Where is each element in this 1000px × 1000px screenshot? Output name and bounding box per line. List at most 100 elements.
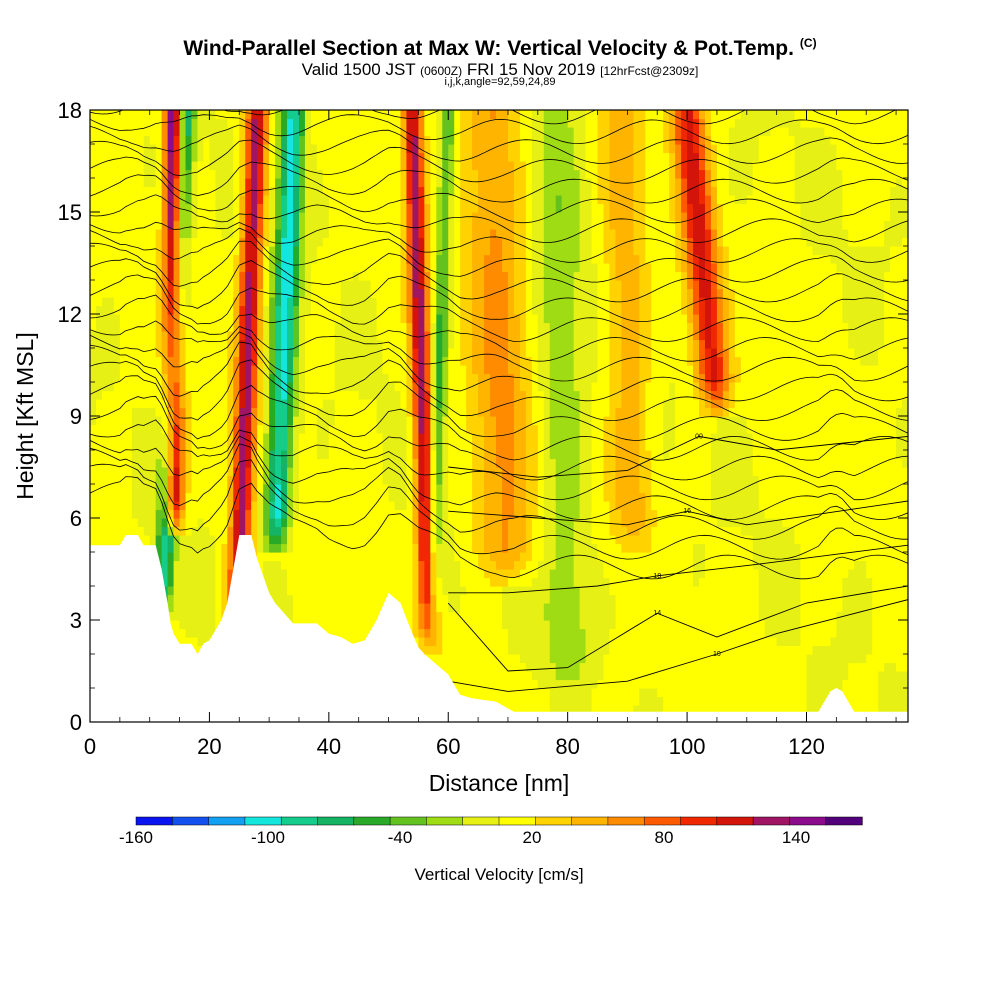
velocity-cell xyxy=(257,407,264,417)
velocity-cell xyxy=(478,671,485,681)
velocity-cell xyxy=(95,186,103,196)
velocity-cell xyxy=(478,331,485,341)
velocity-cell xyxy=(90,203,97,213)
velocity-cell xyxy=(227,178,234,188)
velocity-cell xyxy=(328,399,336,409)
velocity-cell xyxy=(113,288,121,298)
velocity-cell xyxy=(143,501,151,511)
velocity-cell xyxy=(466,611,473,621)
velocity-cell xyxy=(460,620,467,630)
velocity-cell xyxy=(298,237,306,247)
velocity-cell xyxy=(418,628,425,638)
velocity-cell xyxy=(209,212,216,222)
velocity-cell xyxy=(239,458,246,468)
velocity-cell xyxy=(484,373,491,383)
velocity-cell xyxy=(161,229,169,239)
velocity-cell xyxy=(90,110,97,120)
velocity-cell xyxy=(478,654,485,664)
velocity-cell xyxy=(430,560,437,570)
velocity-cell xyxy=(478,110,485,120)
velocity-cell xyxy=(233,135,240,145)
velocity-cell xyxy=(496,314,503,324)
velocity-cell xyxy=(448,611,455,621)
velocity-cell xyxy=(251,416,258,426)
velocity-cell xyxy=(472,399,479,409)
velocity-cell xyxy=(442,229,449,239)
velocity-cell xyxy=(442,467,449,477)
velocity-cell xyxy=(275,475,282,485)
velocity-cell xyxy=(430,501,437,511)
velocity-cell xyxy=(113,178,121,188)
velocity-cell xyxy=(95,331,103,341)
velocity-cell xyxy=(501,671,509,681)
velocity-cell xyxy=(484,161,491,171)
velocity-cell xyxy=(376,458,384,468)
velocity-cell xyxy=(400,424,408,434)
velocity-cell xyxy=(436,569,443,579)
velocity-cell xyxy=(352,178,360,188)
velocity-cell xyxy=(490,339,497,349)
velocity-cell xyxy=(215,161,222,171)
velocity-cell xyxy=(442,331,449,341)
velocity-cell xyxy=(275,118,282,128)
velocity-cell xyxy=(119,178,127,188)
velocity-cell xyxy=(340,220,348,230)
velocity-cell xyxy=(310,331,318,341)
velocity-cell xyxy=(501,586,509,596)
velocity-cell xyxy=(484,339,491,349)
velocity-cell xyxy=(484,280,491,290)
velocity-cell xyxy=(346,620,354,630)
velocity-cell xyxy=(191,475,199,485)
velocity-cell xyxy=(125,161,133,171)
velocity-cell xyxy=(227,577,234,587)
velocity-cell xyxy=(149,110,157,120)
velocity-cell xyxy=(155,297,163,307)
velocity-cell xyxy=(185,305,193,315)
velocity-cell xyxy=(442,152,449,162)
velocity-cell xyxy=(478,263,485,273)
velocity-cell xyxy=(412,628,419,638)
velocity-cell xyxy=(501,628,509,638)
velocity-cell xyxy=(424,297,431,307)
velocity-cell xyxy=(334,161,342,171)
velocity-cell xyxy=(131,203,139,213)
velocity-cell xyxy=(322,118,330,128)
velocity-cell xyxy=(412,331,419,341)
velocity-cell xyxy=(394,254,402,264)
velocity-cell xyxy=(251,475,258,485)
velocity-cell xyxy=(496,322,503,332)
velocity-cell xyxy=(328,144,336,154)
velocity-cell xyxy=(346,297,354,307)
velocity-cell xyxy=(215,169,222,179)
velocity-cell xyxy=(113,254,121,264)
velocity-cell xyxy=(269,186,276,196)
velocity-cell xyxy=(406,390,414,400)
velocity-cell xyxy=(496,586,503,596)
velocity-cell xyxy=(173,263,181,273)
velocity-cell xyxy=(418,637,425,647)
velocity-cell xyxy=(394,501,402,511)
velocity-cell xyxy=(293,577,300,587)
velocity-cell xyxy=(95,407,103,417)
velocity-cell xyxy=(143,407,151,417)
velocity-cell xyxy=(406,569,414,579)
velocity-cell xyxy=(95,492,103,502)
velocity-cell xyxy=(334,577,342,587)
velocity-cell xyxy=(346,178,354,188)
velocity-cell xyxy=(490,186,497,196)
velocity-cell xyxy=(233,237,240,247)
velocity-cell xyxy=(322,271,330,281)
velocity-cell xyxy=(370,543,378,553)
velocity-cell xyxy=(346,535,354,545)
velocity-cell xyxy=(442,118,449,128)
velocity-cell xyxy=(358,263,366,273)
velocity-cell xyxy=(101,314,109,324)
velocity-cell xyxy=(442,161,449,171)
velocity-cell xyxy=(233,501,240,511)
velocity-cell xyxy=(95,169,103,179)
velocity-cell xyxy=(233,186,240,196)
velocity-cell xyxy=(334,152,342,162)
velocity-cell xyxy=(143,263,151,273)
velocity-cell xyxy=(328,560,336,570)
velocity-cell xyxy=(316,594,324,604)
